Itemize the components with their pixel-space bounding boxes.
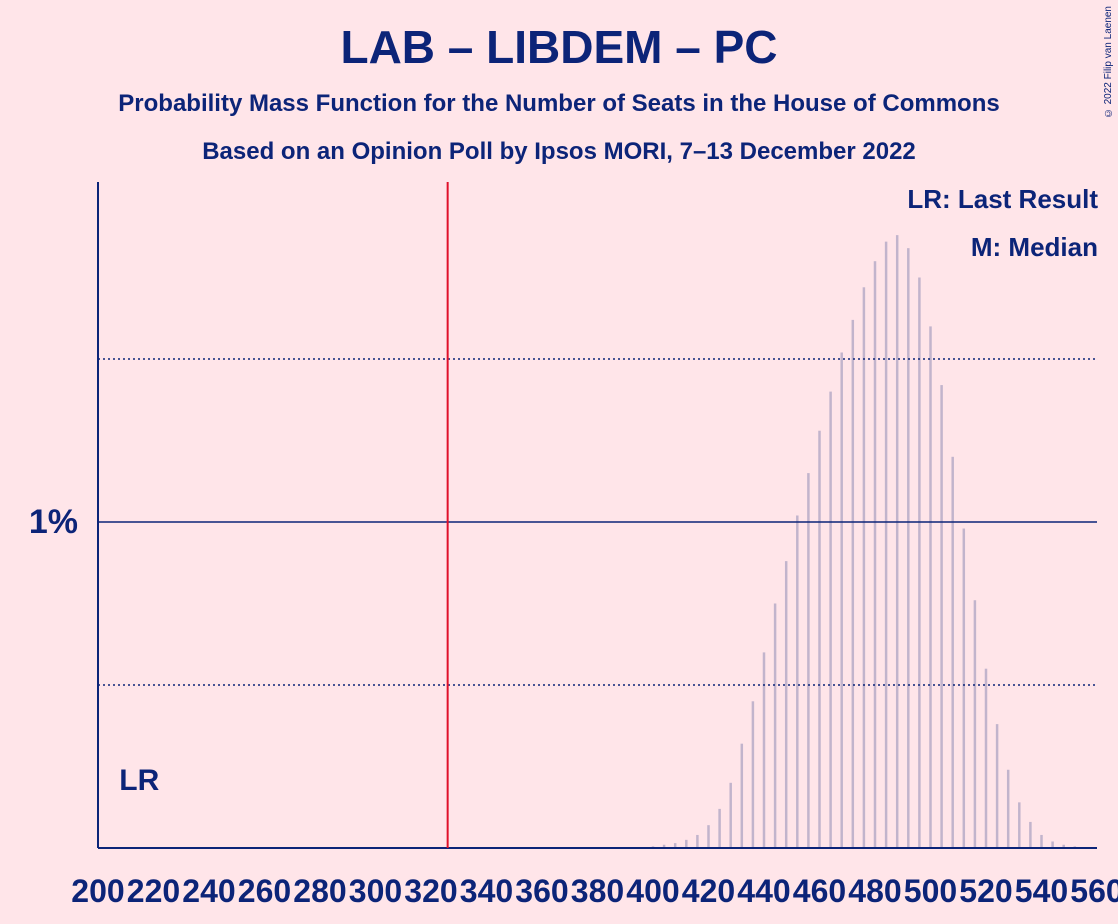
x-tick-label-520: 520 xyxy=(959,873,1012,909)
x-tick-label-560: 560 xyxy=(1070,873,1118,909)
bar-452 xyxy=(796,515,799,848)
bar-512 xyxy=(962,528,966,848)
x-tick-label-380: 380 xyxy=(571,873,624,909)
bar-492 xyxy=(907,248,910,848)
bar-448 xyxy=(784,561,788,848)
x-tick-label-220: 220 xyxy=(127,873,180,909)
x-tick-label-240: 240 xyxy=(182,873,235,909)
x-tick-label-500: 500 xyxy=(904,873,957,909)
bar-468 xyxy=(840,352,843,848)
bar-476 xyxy=(862,287,866,848)
x-tick-label-460: 460 xyxy=(793,873,846,909)
bar-408 xyxy=(673,843,677,848)
x-tick-label-260: 260 xyxy=(238,873,291,909)
bar-488 xyxy=(895,235,899,848)
bar-500 xyxy=(929,326,932,848)
bar-404 xyxy=(662,844,666,848)
legend-last-result: LR: Last Result xyxy=(907,184,1098,214)
bar-444 xyxy=(773,603,777,848)
bar-504 xyxy=(940,385,943,848)
bar-440 xyxy=(762,652,766,848)
bar-544 xyxy=(1051,841,1054,848)
x-tick-label-200: 200 xyxy=(71,873,124,909)
bar-456 xyxy=(807,473,810,848)
x-tick-label-360: 360 xyxy=(515,873,568,909)
x-tick-label-420: 420 xyxy=(682,873,735,909)
bar-536 xyxy=(1029,821,1032,848)
bar-436 xyxy=(751,701,755,848)
bar-484 xyxy=(884,241,888,848)
bar-532 xyxy=(1018,802,1021,848)
bar-464 xyxy=(829,391,832,848)
bar-424 xyxy=(718,808,721,848)
bar-520 xyxy=(984,668,988,848)
bar-496 xyxy=(918,277,921,848)
legend-median: M: Median xyxy=(970,232,1098,262)
x-tick-label-440: 440 xyxy=(737,873,790,909)
bar-516 xyxy=(973,600,977,848)
x-tick-label-340: 340 xyxy=(460,873,513,909)
bar-412 xyxy=(685,839,688,848)
bar-524 xyxy=(995,724,999,848)
bar-528 xyxy=(1006,769,1010,848)
chart-title: LAB – LIBDEM – PC xyxy=(340,21,778,73)
bar-416 xyxy=(696,834,699,848)
bar-472 xyxy=(851,319,855,848)
x-tick-label-540: 540 xyxy=(1015,873,1068,909)
y-tick-label-1pct: 1% xyxy=(29,503,78,541)
x-tick-label-400: 400 xyxy=(626,873,679,909)
bar-508 xyxy=(951,456,954,848)
bar-480 xyxy=(873,261,877,848)
chart-source-line: Based on an Opinion Poll by Ipsos MORI, … xyxy=(202,138,916,165)
bar-548 xyxy=(1062,844,1065,848)
bar-432 xyxy=(740,743,744,848)
bar-540 xyxy=(1040,834,1043,848)
last-result-label: LR xyxy=(119,764,159,797)
x-tick-label-480: 480 xyxy=(848,873,901,909)
chart-subtitle: Probability Mass Function for the Number… xyxy=(118,90,1000,117)
bar-460 xyxy=(818,430,821,848)
x-tick-label-320: 320 xyxy=(404,873,457,909)
bar-420 xyxy=(707,825,710,848)
x-tick-label-300: 300 xyxy=(349,873,402,909)
bar-428 xyxy=(729,782,732,848)
x-tick-label-280: 280 xyxy=(293,873,346,909)
